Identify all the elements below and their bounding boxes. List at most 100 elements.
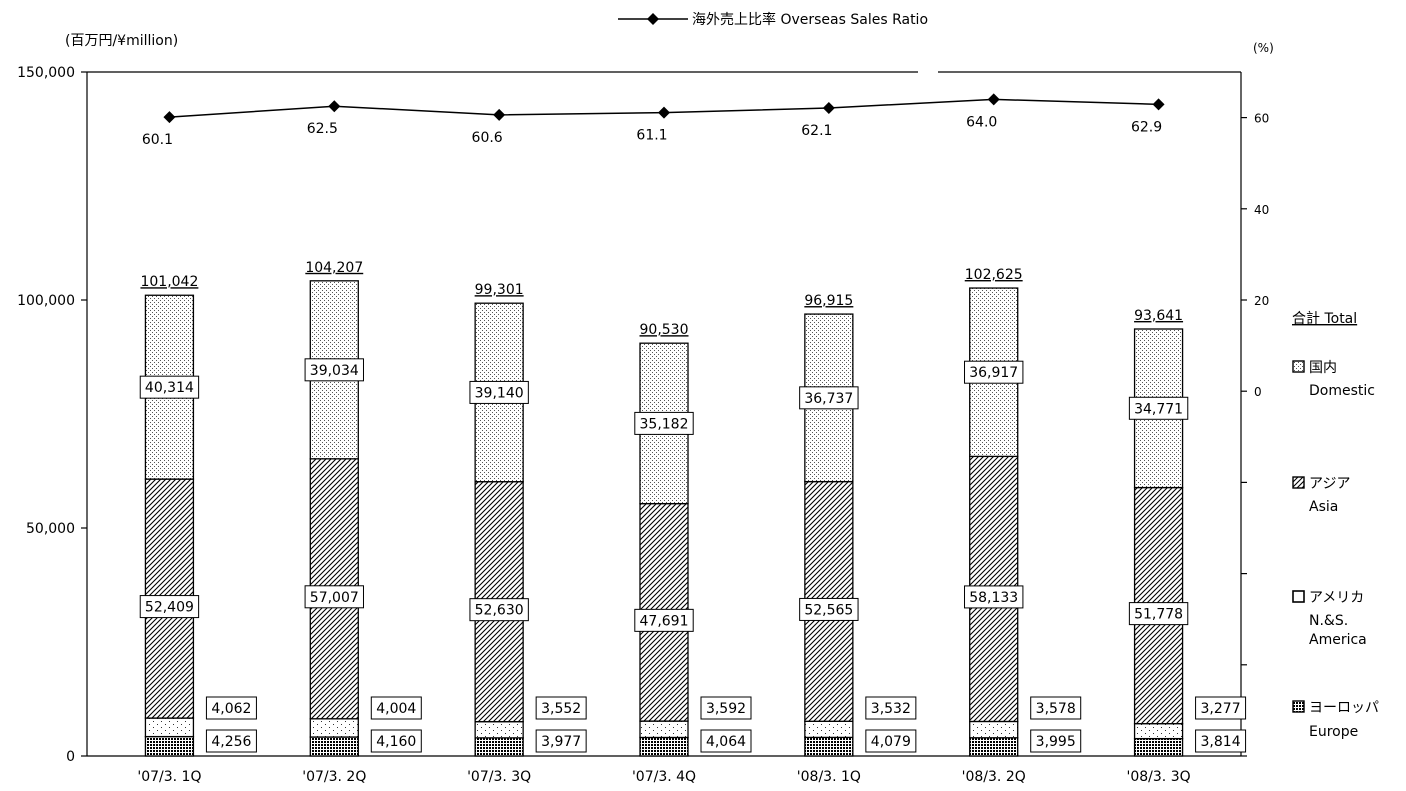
ratio-value-label: 64.0 <box>966 114 997 130</box>
bar-segment-america <box>639 720 689 739</box>
right-tick-label: 20 <box>1254 294 1269 308</box>
america-value-label: 4,004 <box>376 701 416 717</box>
bar-segment-america <box>1133 723 1184 740</box>
left-axis-unit: (百万円/¥million) <box>65 33 178 49</box>
europe-value-label: 3,814 <box>1201 734 1241 750</box>
ratio-point <box>163 111 176 124</box>
left-axis-ticks: 0 50,000 100,000 150,000 <box>17 65 87 765</box>
legend-domestic-jp: 国内 <box>1309 360 1337 376</box>
category-label: '07/3. 3Q <box>467 769 531 785</box>
ratio-point <box>822 102 835 115</box>
asia-value-label: 52,630 <box>475 603 524 619</box>
ratio-point <box>658 106 670 119</box>
europe-value-label-box <box>700 729 752 753</box>
domestic-value-label-box <box>304 358 364 382</box>
right-tick-label: 40 <box>1254 203 1269 217</box>
domestic-value-label-box <box>964 360 1024 384</box>
stacked-bars: 40,314 52,409 4,062 4,256 101,042 39,034 57,00… <box>139 260 1247 757</box>
bar-segment-europe <box>1133 737 1184 757</box>
total-value-label: 102,625 <box>965 267 1023 283</box>
asia-value-label-box <box>139 595 200 619</box>
bar-segment-america <box>144 717 195 738</box>
legend-europe-jp: ヨーロッパ <box>1309 700 1379 716</box>
bar-segment-america <box>804 720 854 739</box>
series-legend: 合計 Total 国内 Domestic アジア Asia アメリカ N.&S.… <box>1292 311 1379 740</box>
ratio-value-label: 60.6 <box>472 130 503 146</box>
left-tick-label: 0 <box>66 749 75 765</box>
europe-value-label-box <box>865 729 917 753</box>
line-legend-label: 海外売上比率 Overseas Sales Ratio <box>692 11 928 28</box>
total-value-label: 90,530 <box>640 322 689 338</box>
legend-america-en-1: N.&S. <box>1309 613 1348 629</box>
ratio-point <box>328 100 341 113</box>
ratio-value-label: 62.5 <box>307 121 338 137</box>
asia-value-label: 47,691 <box>640 613 689 629</box>
ratio-value-label: 62.9 <box>1131 119 1162 135</box>
ratio-point <box>493 108 506 121</box>
bar-segment-europe <box>804 736 854 757</box>
legend-total-label: 合計 Total <box>1292 311 1357 327</box>
america-value-label-box <box>205 696 257 720</box>
europe-value-label: 4,079 <box>871 734 911 750</box>
europe-value-label-box <box>205 729 257 753</box>
legend-europe-swatch <box>1292 700 1305 713</box>
bar-segment-europe <box>474 737 524 757</box>
asia-value-label: 52,409 <box>145 600 194 616</box>
ratio-value-label: 61.1 <box>636 128 667 144</box>
asia-value-label: 52,565 <box>804 602 853 618</box>
asia-value-label-box <box>304 585 364 609</box>
ratio-value-label: 60.1 <box>142 132 173 148</box>
america-value-label: 3,592 <box>706 701 746 717</box>
asia-value-label-box <box>634 608 694 632</box>
left-tick-label: 150,000 <box>17 65 75 81</box>
category-label: '07/3. 4Q <box>632 769 696 785</box>
bar-segment-europe <box>144 735 195 757</box>
category-label: '08/3. 1Q <box>797 769 861 785</box>
america-value-label-box <box>865 696 917 720</box>
category-label: '07/3. 2Q <box>302 769 366 785</box>
asia-value-label: 51,778 <box>1134 607 1183 623</box>
left-tick-label: 50,000 <box>26 521 75 537</box>
bar-segment-america <box>309 718 359 738</box>
legend-america-swatch <box>1292 590 1305 603</box>
right-axis-unit: (%) <box>1253 41 1274 55</box>
europe-value-label: 4,256 <box>211 734 251 750</box>
ratio-value-label: 62.1 <box>801 123 832 139</box>
ratio-line: 60.1 62.5 60.6 61.1 62.1 64.0 62.9 <box>142 93 1165 148</box>
bar-segment-america <box>969 720 1019 739</box>
domestic-value-label: 36,917 <box>969 365 1018 381</box>
domestic-value-label: 34,771 <box>1134 401 1183 417</box>
legend-america-en-2: America <box>1309 632 1367 648</box>
europe-value-label: 4,160 <box>376 734 416 750</box>
asia-value-label: 57,007 <box>310 590 359 606</box>
total-value-label: 93,641 <box>1134 308 1183 324</box>
category-label: '08/3. 3Q <box>1127 769 1191 785</box>
america-value-label: 3,532 <box>871 701 911 717</box>
right-axis-ticks: 0 20 40 60 <box>1241 112 1269 757</box>
legend-america-jp: アメリカ <box>1309 590 1364 606</box>
legend-europe-en: Europe <box>1309 724 1358 740</box>
legend-domestic-en: Domestic <box>1309 383 1375 399</box>
legend-asia-swatch <box>1292 476 1305 489</box>
line-legend-diamond <box>647 13 659 25</box>
america-value-label-box <box>535 696 587 720</box>
line-legend: 海外売上比率 Overseas Sales Ratio <box>618 11 928 28</box>
asia-value-label-box <box>1128 602 1189 626</box>
domestic-value-label-box <box>634 411 694 435</box>
domestic-value-label: 35,182 <box>640 416 689 432</box>
total-value-label: 99,301 <box>475 282 524 298</box>
right-tick-label: 0 <box>1254 385 1262 399</box>
europe-value-label-box <box>1195 729 1247 753</box>
category-labels: '07/3. 1Q '07/3. 2Q '07/3. 3Q '07/3. 4Q '08/… <box>137 769 1190 785</box>
america-value-label: 3,578 <box>1036 701 1076 717</box>
america-value-label: 3,552 <box>541 701 581 717</box>
ratio-point <box>987 93 1000 106</box>
domestic-value-label: 39,140 <box>475 385 524 401</box>
domestic-value-label: 39,034 <box>310 363 359 379</box>
total-value-label: 96,915 <box>804 293 853 309</box>
asia-value-label-box <box>964 585 1024 609</box>
domestic-value-label: 36,737 <box>804 391 853 407</box>
europe-value-label-box <box>1030 729 1082 753</box>
bar-segment-europe <box>639 736 689 757</box>
